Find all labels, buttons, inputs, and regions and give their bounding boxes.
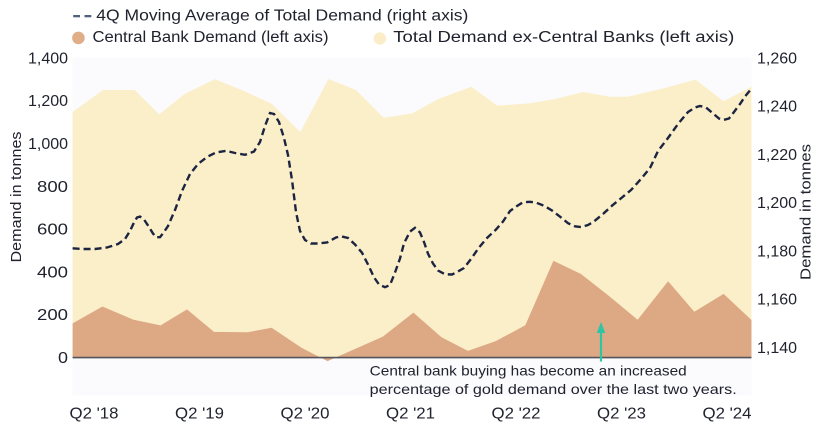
svg-text:400: 400 [37, 264, 68, 281]
svg-text:200: 200 [37, 307, 68, 324]
svg-text:1,160: 1,160 [757, 292, 797, 309]
svg-text:Demand in tonnes: Demand in tonnes [798, 144, 813, 280]
svg-text:1,000: 1,000 [28, 136, 68, 153]
svg-text:1,260: 1,260 [757, 50, 797, 67]
svg-text:Total Demand ex-Central Banks: Total Demand ex-Central Banks (left axis… [393, 29, 734, 46]
svg-text:1,200: 1,200 [28, 93, 68, 110]
svg-text:Central bank buying has become: Central bank buying has become an increa… [370, 363, 687, 379]
svg-text:Central Bank Demand (left axis: Central Bank Demand (left axis) [93, 29, 329, 46]
svg-text:Q2 '19: Q2 '19 [175, 405, 224, 422]
svg-text:Q2 '20: Q2 '20 [281, 405, 330, 422]
svg-text:1,180: 1,180 [757, 243, 797, 260]
svg-text:Q2 '24: Q2 '24 [703, 405, 752, 422]
svg-text:Q2 '23: Q2 '23 [597, 405, 646, 422]
svg-text:percentage of gold demand over: percentage of gold demand over the last … [370, 381, 737, 397]
svg-text:Q2 '18: Q2 '18 [70, 405, 119, 422]
svg-text:600: 600 [37, 222, 68, 239]
svg-text:1,200: 1,200 [757, 195, 797, 212]
svg-text:1,240: 1,240 [757, 99, 797, 116]
svg-text:Demand in tonnes: Demand in tonnes [8, 132, 25, 263]
svg-text:1,400: 1,400 [28, 50, 68, 67]
svg-text:1,220: 1,220 [757, 147, 797, 164]
svg-text:Q2 '22: Q2 '22 [492, 405, 541, 422]
svg-text:Q2 '21: Q2 '21 [386, 405, 435, 422]
svg-text:4Q Moving Average of Total Dem: 4Q Moving Average of Total Demand (right… [96, 8, 468, 25]
svg-text:0: 0 [58, 350, 68, 367]
svg-text:1,140: 1,140 [757, 340, 797, 357]
svg-text:800: 800 [37, 179, 68, 196]
